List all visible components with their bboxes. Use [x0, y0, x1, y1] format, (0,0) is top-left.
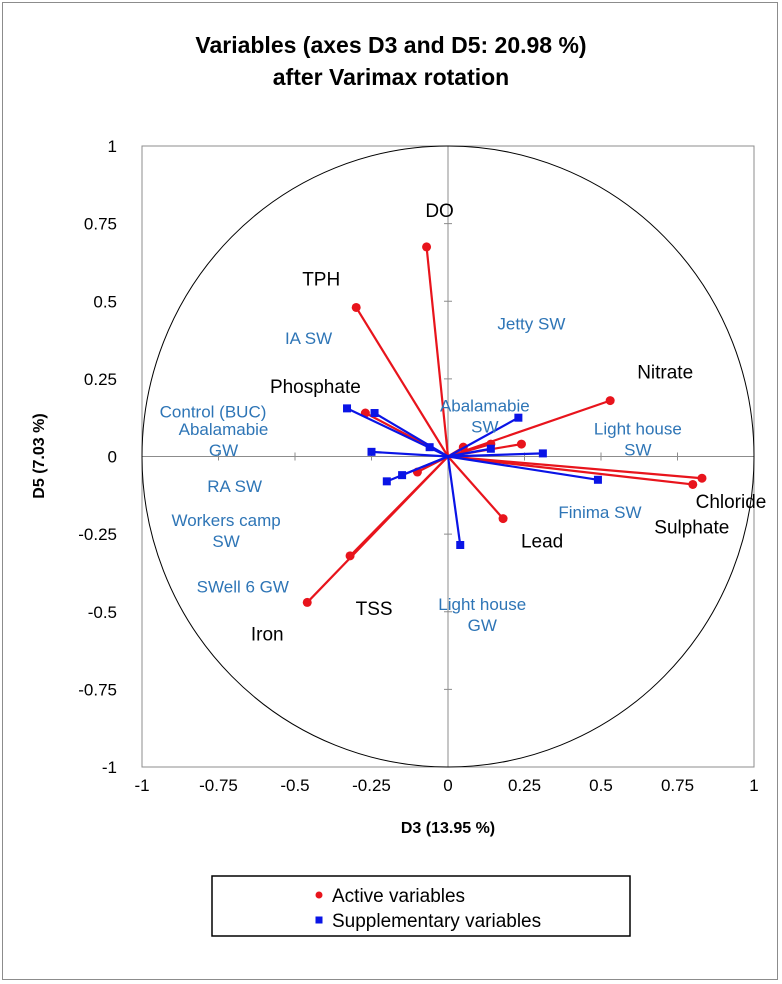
active-vector — [447, 455, 693, 486]
supplementary-vector — [371, 450, 449, 458]
supplementary-vector — [446, 456, 462, 546]
supplementary-label: SWell 6 GW — [197, 577, 289, 596]
legend-marker-active — [315, 891, 323, 899]
vectors — [302, 242, 707, 607]
x-axis-title: D3 (13.95 %) — [401, 820, 495, 837]
supplementary-label: GW — [209, 441, 238, 460]
supplementary-point — [343, 404, 352, 413]
y-tick-label: 1 — [108, 137, 117, 156]
y-axis-title: D5 (7.03 %) — [31, 413, 48, 498]
x-tick-label: -0.25 — [352, 776, 391, 795]
active-point — [516, 439, 526, 449]
active-vector — [425, 246, 450, 457]
active-label: DO — [425, 201, 454, 222]
active-point — [697, 473, 707, 483]
legend-box — [211, 875, 631, 937]
active-label: Iron — [251, 624, 284, 645]
supplementary-point — [538, 449, 547, 458]
point-labels: DO TPH Phosphate Nitrate Chloride Sulphate Lea… — [160, 201, 767, 646]
y-tick-label: 0 — [108, 448, 117, 467]
supplementary-vector — [386, 455, 449, 483]
legend: Active variables Supplementary variables — [211, 875, 631, 937]
x-tick-label: 0.25 — [508, 776, 541, 795]
x-tick-label: 0.75 — [661, 776, 694, 795]
active-point — [351, 302, 361, 312]
active-vector — [306, 455, 449, 604]
supplementary-point — [370, 409, 379, 418]
y-tick-label: -0.75 — [78, 680, 117, 699]
chart-title: Variables (axes D3 and D5: 20.98 %) after… — [195, 32, 586, 90]
y-tick-label: 0.5 — [93, 292, 117, 311]
active-point — [605, 396, 615, 406]
x-tick-label: 0 — [443, 776, 452, 795]
supplementary-vector — [447, 455, 599, 481]
correlation-circle — [141, 145, 755, 768]
chart-title-line-1: Variables (axes D3 and D5: 20.98 %) — [195, 32, 586, 58]
supplementary-label: Abalamabie — [179, 420, 269, 439]
y-tick-label: 0.25 — [84, 370, 117, 389]
supplementary-label: Abalamabie — [440, 397, 530, 416]
supplementary-label: Finima SW — [558, 503, 641, 522]
x-tick-label: -1 — [134, 776, 149, 795]
supplementary-label: Light house — [438, 595, 526, 614]
supplementary-label: Workers camp — [171, 511, 280, 530]
supplementary-point — [486, 444, 495, 453]
x-tick-label: 0.5 — [589, 776, 613, 795]
y-tick-label: -1 — [102, 758, 117, 777]
supplementary-point — [367, 447, 376, 456]
active-vector — [447, 399, 611, 458]
active-point — [302, 597, 312, 607]
supplementary-point — [456, 540, 465, 549]
legend-marker-supplementary — [315, 916, 323, 924]
supplementary-label: SW — [624, 440, 651, 459]
active-label: TSS — [356, 599, 393, 620]
active-point — [688, 479, 698, 489]
x-tick-label: -0.75 — [199, 776, 238, 795]
supplementary-point — [425, 443, 434, 452]
active-label: TPH — [302, 269, 340, 290]
active-point — [345, 551, 355, 561]
active-label: Chloride — [696, 492, 767, 513]
active-point — [498, 514, 508, 524]
y-tick-label: 0.75 — [84, 215, 117, 234]
active-label: Lead — [521, 532, 563, 553]
active-point — [422, 242, 432, 252]
x-tick-label: -0.5 — [280, 776, 309, 795]
supplementary-point — [593, 475, 602, 484]
active-label: Sulphate — [654, 517, 729, 538]
active-vector — [355, 306, 449, 458]
supplementary-label: Control (BUC) — [160, 402, 267, 421]
supplementary-point — [382, 477, 391, 486]
supplementary-label: RA SW — [207, 477, 262, 496]
supplementary-vector — [447, 452, 543, 458]
unit-circle — [141, 145, 755, 768]
active-label: Phosphate — [270, 377, 361, 398]
supplementary-vector — [447, 416, 519, 458]
supplementary-label: IA SW — [285, 329, 332, 348]
supplementary-label: Jetty SW — [497, 315, 565, 334]
supplementary-label: SW — [471, 418, 498, 437]
chart-title-line-2: after Varimax rotation — [273, 64, 509, 90]
legend-entry: Supplementary variables — [332, 911, 541, 932]
supplementary-label: Light house — [594, 419, 682, 438]
y-tick-label: -0.25 — [78, 525, 117, 544]
supplementary-point — [514, 413, 523, 422]
active-vector — [447, 455, 703, 480]
legend-entry: Active variables — [332, 886, 465, 907]
active-vector — [447, 455, 504, 520]
x-tick-label: 1 — [749, 776, 758, 795]
active-label: Nitrate — [637, 363, 693, 384]
y-tick-label: -0.5 — [88, 603, 117, 622]
tick-labels: -1 -0.75 -0.5 -0.25 0 0.25 0.5 0.75 1 1 0.75 0.5 0.2… — [78, 137, 758, 795]
supplementary-label: GW — [468, 616, 497, 635]
supplementary-label: SW — [212, 532, 239, 551]
